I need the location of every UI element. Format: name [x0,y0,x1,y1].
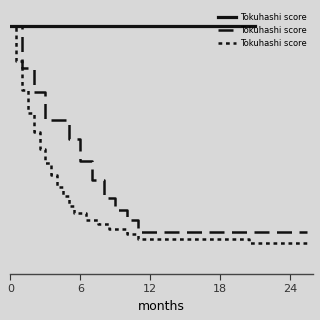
Legend: Tokuhashi score, Tokuhashi score, Tokuhashi score: Tokuhashi score, Tokuhashi score, Tokuha… [215,10,310,52]
X-axis label: months: months [138,300,185,313]
